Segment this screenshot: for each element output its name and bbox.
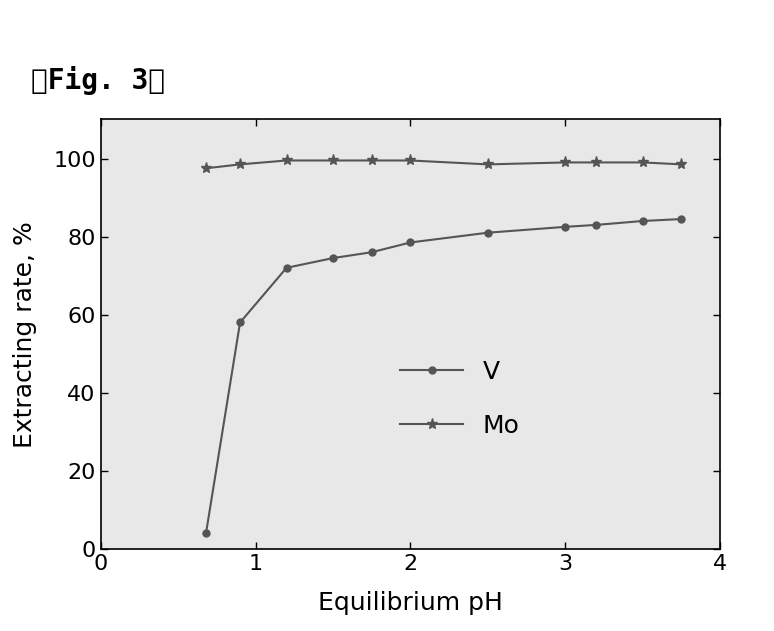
Y-axis label: Extracting rate, %: Extracting rate, % xyxy=(12,221,36,448)
V xyxy=(328,254,337,262)
Mo xyxy=(406,157,415,165)
Mo xyxy=(560,159,570,167)
V xyxy=(367,249,376,256)
Mo xyxy=(201,165,211,172)
Mo xyxy=(328,157,337,165)
Text: 『Fig. 3』: 『Fig. 3』 xyxy=(31,66,165,95)
V xyxy=(560,223,570,231)
Mo xyxy=(282,157,291,165)
X-axis label: Equilibrium pH: Equilibrium pH xyxy=(318,591,502,615)
Mo xyxy=(591,159,601,167)
V xyxy=(406,239,415,247)
Line: Mo: Mo xyxy=(200,155,687,174)
Mo xyxy=(367,157,376,165)
V xyxy=(591,221,601,229)
V xyxy=(483,229,492,237)
Line: V: V xyxy=(203,216,684,537)
Mo xyxy=(676,161,686,168)
Mo xyxy=(483,161,492,168)
Mo xyxy=(638,159,647,167)
V xyxy=(235,319,245,326)
Mo xyxy=(235,161,245,168)
V xyxy=(201,529,211,537)
V xyxy=(638,218,647,225)
V xyxy=(282,264,291,272)
Legend: V, Mo: V, Mo xyxy=(390,350,529,448)
V xyxy=(676,216,686,223)
